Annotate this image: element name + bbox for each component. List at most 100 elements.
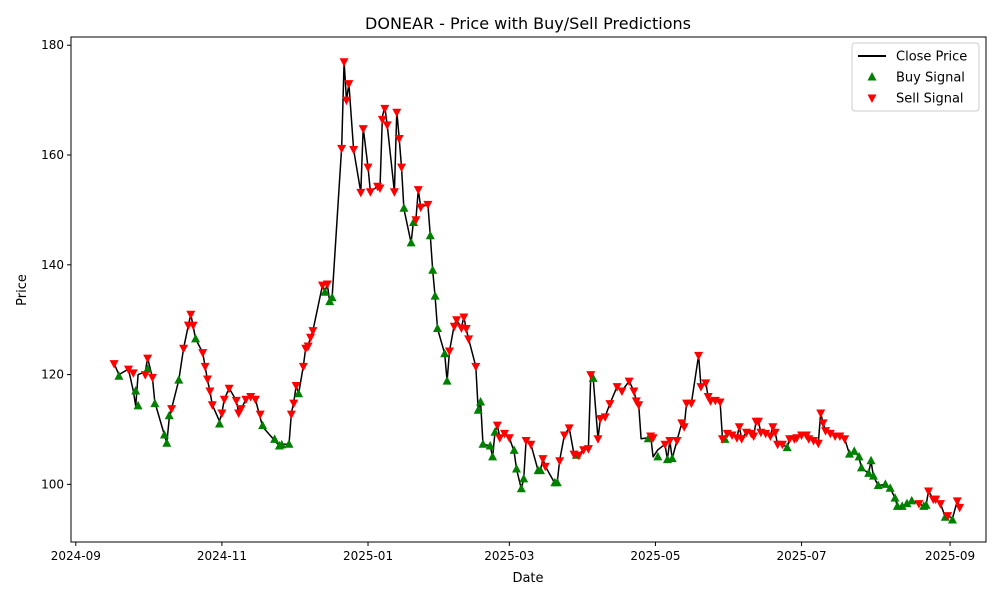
buy-signal-marker <box>921 500 931 509</box>
sell-signal-marker <box>629 387 639 397</box>
sell-signal-marker <box>564 424 574 433</box>
sell-signal-marker <box>686 399 696 409</box>
sell-signal-marker <box>768 423 778 432</box>
buy-signal-marker <box>854 451 864 461</box>
sell-signal-marker <box>143 354 153 364</box>
buy-signal-marker <box>873 480 883 489</box>
sell-signal-marker <box>694 351 704 361</box>
sell-signal-marker <box>703 393 713 402</box>
sell-signal-marker <box>952 497 962 506</box>
sell-signal-marker <box>935 500 945 509</box>
sell-signal-marker <box>356 188 366 198</box>
sell-signal-marker <box>349 146 359 155</box>
sell-signal-marker <box>337 144 347 154</box>
sell-signal-marker <box>504 434 514 443</box>
sell-signal-marker <box>382 121 392 130</box>
sell-signal-marker <box>559 431 569 440</box>
sell-signal-marker <box>389 188 399 197</box>
x-axis-label: Date <box>512 571 543 586</box>
sell-signal-marker <box>380 104 390 114</box>
buy-signal-marker <box>488 451 498 461</box>
buy-signal-marker <box>174 375 184 384</box>
sell-signal-marker <box>339 58 349 67</box>
sell-signal-marker <box>298 362 308 372</box>
buy-signal-marker <box>150 398 160 408</box>
sell-signal-marker <box>444 347 454 356</box>
sell-signal-marker <box>452 316 462 325</box>
sell-signal-marker <box>624 377 634 387</box>
sell-signal-marker <box>286 410 296 420</box>
buy-signal-marker <box>432 323 442 332</box>
sell-signal-marker <box>207 401 217 410</box>
sell-signal-marker <box>363 163 373 173</box>
sell-signal-marker <box>308 327 318 336</box>
y-axis-label: Price <box>15 274 30 306</box>
sell-signal-marker <box>574 451 584 461</box>
buy-signal-marker <box>133 400 143 410</box>
buy-signal-marker <box>440 348 450 358</box>
y-tick-label: 120 <box>41 368 64 382</box>
sell-signal-marker <box>471 362 481 372</box>
buy-signal-marker <box>667 453 677 463</box>
buy-signal-marker <box>277 439 287 449</box>
sell-signal-marker <box>375 184 385 193</box>
sell-signal-marker <box>246 393 256 402</box>
buy-signal-marker <box>880 479 890 488</box>
buy-signal-marker <box>885 483 895 492</box>
sell-signal-marker <box>200 362 210 372</box>
sell-signal-marker <box>526 440 536 450</box>
sell-signal-marker <box>931 495 941 505</box>
buy-signal-marker <box>856 462 866 472</box>
buy-signal-marker <box>519 473 529 483</box>
sell-signal-marker <box>586 371 596 380</box>
sell-signal-marker <box>605 400 615 409</box>
buy-signal-marker <box>320 287 330 296</box>
sell-signal-marker <box>672 436 682 446</box>
x-tick-label: 2024-09 <box>51 549 101 563</box>
sell-signal-marker <box>770 428 780 438</box>
sell-signal-marker <box>617 387 627 397</box>
y-tick-label: 140 <box>41 258 64 272</box>
sell-signal-marker <box>734 423 744 432</box>
buy-signal-marker <box>588 373 598 382</box>
sell-signal-marker <box>600 413 610 422</box>
sell-signal-marker <box>464 335 474 344</box>
sell-signal-marker <box>943 512 953 521</box>
buy-signal-marker <box>478 439 488 448</box>
sell-signal-marker <box>167 405 177 414</box>
sell-signal-marker <box>840 435 850 444</box>
sell-signal-marker <box>322 280 332 290</box>
sell-signal-marker <box>595 414 605 424</box>
buy-signal-marker <box>442 376 452 385</box>
sell-signal-marker <box>749 432 759 442</box>
buy-signal-marker <box>327 292 337 302</box>
buy-signal-marker <box>552 477 562 487</box>
buy-signal-marker <box>476 397 486 406</box>
buy-signal-marker <box>947 515 957 524</box>
y-tick-label: 100 <box>41 477 64 491</box>
buy-signal-marker <box>653 451 663 461</box>
buy-signal-marker <box>270 434 280 443</box>
sell-signal-marker <box>583 445 593 454</box>
sell-signal-marker <box>835 432 845 442</box>
buy-signal-marker <box>143 364 153 373</box>
buy-signal-marker <box>844 449 854 458</box>
sell-signal-marker <box>821 427 831 436</box>
buy-signal-marker <box>131 386 141 395</box>
buy-signal-marker <box>258 420 268 430</box>
sell-signal-marker <box>358 125 368 134</box>
sell-signal-marker <box>612 383 622 392</box>
sell-signal-marker <box>555 457 565 466</box>
sell-signal-marker <box>495 434 505 443</box>
buy-signal-marker <box>897 501 907 510</box>
buy-signal-marker <box>866 455 876 465</box>
legend-label: Sell Signal <box>896 92 964 107</box>
buy-signal-marker <box>191 333 201 343</box>
buy-signal-marker <box>294 388 304 398</box>
sell-signal-marker <box>198 349 208 358</box>
sell-signal-marker <box>914 500 924 509</box>
x-tick-label: 2025-01 <box>343 549 393 563</box>
buy-signal-marker <box>864 468 874 477</box>
sell-signal-marker <box>727 431 737 440</box>
